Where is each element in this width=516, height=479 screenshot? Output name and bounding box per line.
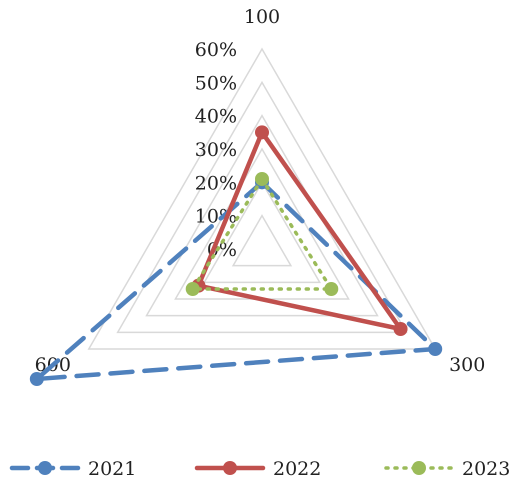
legend-marker-2022 (223, 461, 237, 475)
series-2023-point (255, 172, 269, 186)
series-2022-point (393, 322, 408, 336)
series-2023-point (185, 282, 200, 296)
tick-label: 50% (195, 72, 237, 94)
radial-tick-labels: 0%10%20%30%40%50%60% (195, 39, 237, 261)
tick-label: 30% (195, 139, 237, 161)
tick-label: 40% (195, 106, 237, 128)
grid-ring (202, 180, 322, 284)
series-2023-line (190, 177, 334, 291)
legend-marker-2021 (38, 461, 52, 475)
tick-label: 60% (195, 39, 237, 61)
tick-label: 20% (195, 172, 237, 194)
legend-label: 2023 (462, 458, 510, 479)
legend: 2021 2022 2023 (9, 458, 510, 479)
series-2023-point (324, 282, 339, 296)
series-2022-point (255, 125, 269, 140)
category-label: 100 (244, 6, 280, 28)
series-layer (29, 125, 443, 386)
legend-label: 2022 (273, 458, 321, 479)
grid-ring (87, 47, 437, 350)
series-2021-line (34, 180, 438, 382)
series-2021-point (428, 342, 443, 356)
grid-ring (231, 214, 293, 267)
legend-label: 2021 (88, 458, 136, 479)
series-2021-point (29, 372, 44, 386)
series-2022-line (196, 130, 403, 332)
grid-ring (116, 80, 408, 334)
legend-marker-2023 (412, 461, 426, 475)
category-label: 300 (449, 354, 485, 376)
